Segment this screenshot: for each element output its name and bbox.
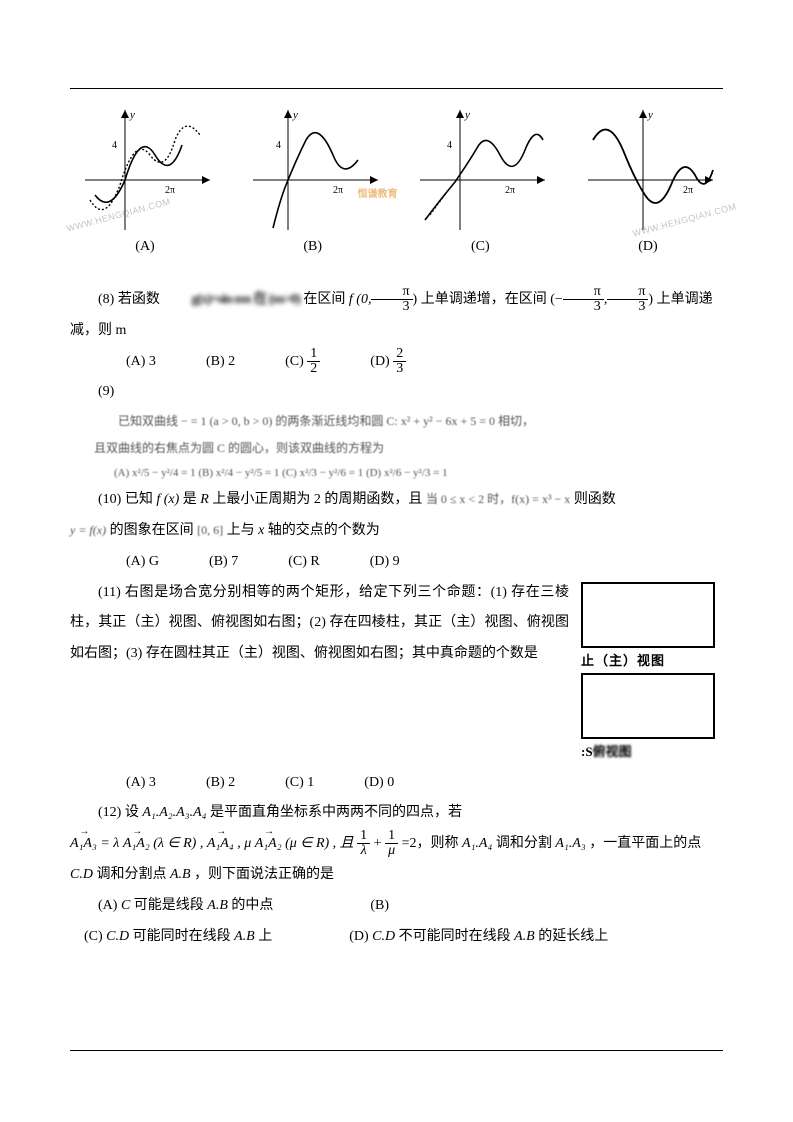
q11-optB: (B) 2 <box>206 768 235 799</box>
q8-int1-frac: π3 <box>371 285 412 314</box>
q12-line3: C.D 调和分割点 A.B ，则下面说法正确的是 <box>70 860 723 891</box>
q11-fig-box2 <box>581 673 715 739</box>
q8-optB: (B) 2 <box>206 347 235 378</box>
svg-text:2π: 2π <box>505 185 515 196</box>
q8-prefix: (8) 若函数 <box>98 292 160 307</box>
q8-int1a: f (0, <box>349 292 372 307</box>
q11-optA: (A) 3 <box>126 768 156 799</box>
q11-fig-box1 <box>581 582 715 648</box>
q8-int2fa: π3 <box>563 285 604 314</box>
q8-options: (A) 3 (B) 2 (C) 12 (D) 23 <box>126 347 723 378</box>
svg-text:2π: 2π <box>165 185 175 196</box>
q11-figure: 止（主）视图 :S俯视图 <box>581 582 723 764</box>
q9-opts: (A) x²/5 − y²/4 = 1 (B) x²/4 − y²/5 = 1 … <box>70 461 723 485</box>
q8-optA: (A) 3 <box>126 347 156 378</box>
q8-line1: (8) 若函数 g(x)=sin mx 在 (m>0) 在区间 f (0,π3)… <box>70 285 723 316</box>
graph-label: (C) <box>405 239 555 255</box>
q8-int2b: ) <box>648 292 653 307</box>
q12-optAB: (A) C 可能是线段 A.B 的中点 (B) <box>70 891 723 922</box>
q10-optD: (D) 9 <box>370 547 400 578</box>
svg-text:4: 4 <box>276 140 281 151</box>
q9-num: (9) <box>70 377 723 408</box>
q8-int2a: (− <box>550 292 563 307</box>
q10-options: (A) G (B) 7 (C) R (D) 9 <box>126 547 723 578</box>
q11-fig-cap2: :S俯视图 <box>581 739 723 764</box>
graph-A: y 4 2π WWW.HENGQIAN.COM (A) <box>70 100 220 255</box>
q12-line2: A₁A₃ = λ A₁A₂ (λ ∈ R) , A₁A₄ , μ A₁A₂ (μ… <box>70 829 723 860</box>
svg-text:4: 4 <box>112 140 117 151</box>
svg-text:2π: 2π <box>333 185 343 196</box>
q12-line1: (12) 设 A₁.A₂.A₃.A₄ 是平面直角坐标系中两两不同的四点，若 <box>70 798 723 829</box>
svg-text:y: y <box>129 109 135 121</box>
q8-mid: 在区间 <box>303 292 345 307</box>
q10-line2: y = f(x) 的图象在区间 [0, 6] 上与 x 轴的交点的个数为 <box>70 516 723 547</box>
q12-optCD: (C) C.D 可能同时在线段 A.B 上 (D) C.D 不可能同时在线段 A… <box>70 922 723 953</box>
q9-line2: 且双曲线的右焦点为圆 C 的圆心，则该双曲线的方程为 <box>70 435 723 461</box>
bottom-rule <box>70 1050 723 1051</box>
q8-mid3: 上单调递 <box>657 292 713 307</box>
logo-text: 恒谦教育 <box>358 185 398 200</box>
q8-int1b: ) <box>413 292 418 307</box>
q8-optC: (C) 12 <box>285 347 320 378</box>
graph-D: y 2π WWW.HENGQIAN.COM (D) <box>573 100 723 255</box>
q11-optC: (C) 1 <box>285 768 314 799</box>
q8-smudge: g(x)=sin mx 在 (m>0) <box>163 285 300 316</box>
q11-fig-cap1: 止（主）视图 <box>581 648 723 673</box>
q10-line1: (10) 已知 f (x) 是 R 上最小正周期为 2 的周期函数，且 当 0 … <box>70 485 723 516</box>
q11-optD: (D) 0 <box>364 768 394 799</box>
graph-label: (D) <box>573 239 723 255</box>
page-content: y 4 2π WWW.HENGQIAN.COM (A) y 4 2π (B) 恒… <box>0 0 793 1012</box>
graph-label: (A) <box>70 239 220 255</box>
graph-B: y 4 2π (B) 恒谦教育 <box>238 100 388 255</box>
svg-text:y: y <box>464 109 470 121</box>
q8-optD: (D) 23 <box>370 347 406 378</box>
q10-optC: (C) R <box>288 547 320 578</box>
q8-mid2: 上单调递增，在区间 <box>421 292 547 307</box>
svg-text:4: 4 <box>447 140 452 151</box>
q9-line1: 已知双曲线 − = 1 (a > 0, b > 0) 的两条渐近线均和圆 C: … <box>70 408 723 434</box>
svg-text:y: y <box>292 109 298 121</box>
svg-text:y: y <box>647 109 653 121</box>
q8-int2fb: π3 <box>607 285 648 314</box>
q11-options: (A) 3 (B) 2 (C) 1 (D) 0 <box>126 768 723 799</box>
q10-optA: (A) G <box>126 547 159 578</box>
graph-label: (B) <box>238 239 388 255</box>
svg-text:2π: 2π <box>683 185 693 196</box>
q8-line2: 减，则 m <box>70 316 723 347</box>
graph-row: y 4 2π WWW.HENGQIAN.COM (A) y 4 2π (B) 恒… <box>70 100 723 255</box>
graph-C: y 4 2π (C) <box>405 100 555 255</box>
q10-optB: (B) 7 <box>209 547 238 578</box>
